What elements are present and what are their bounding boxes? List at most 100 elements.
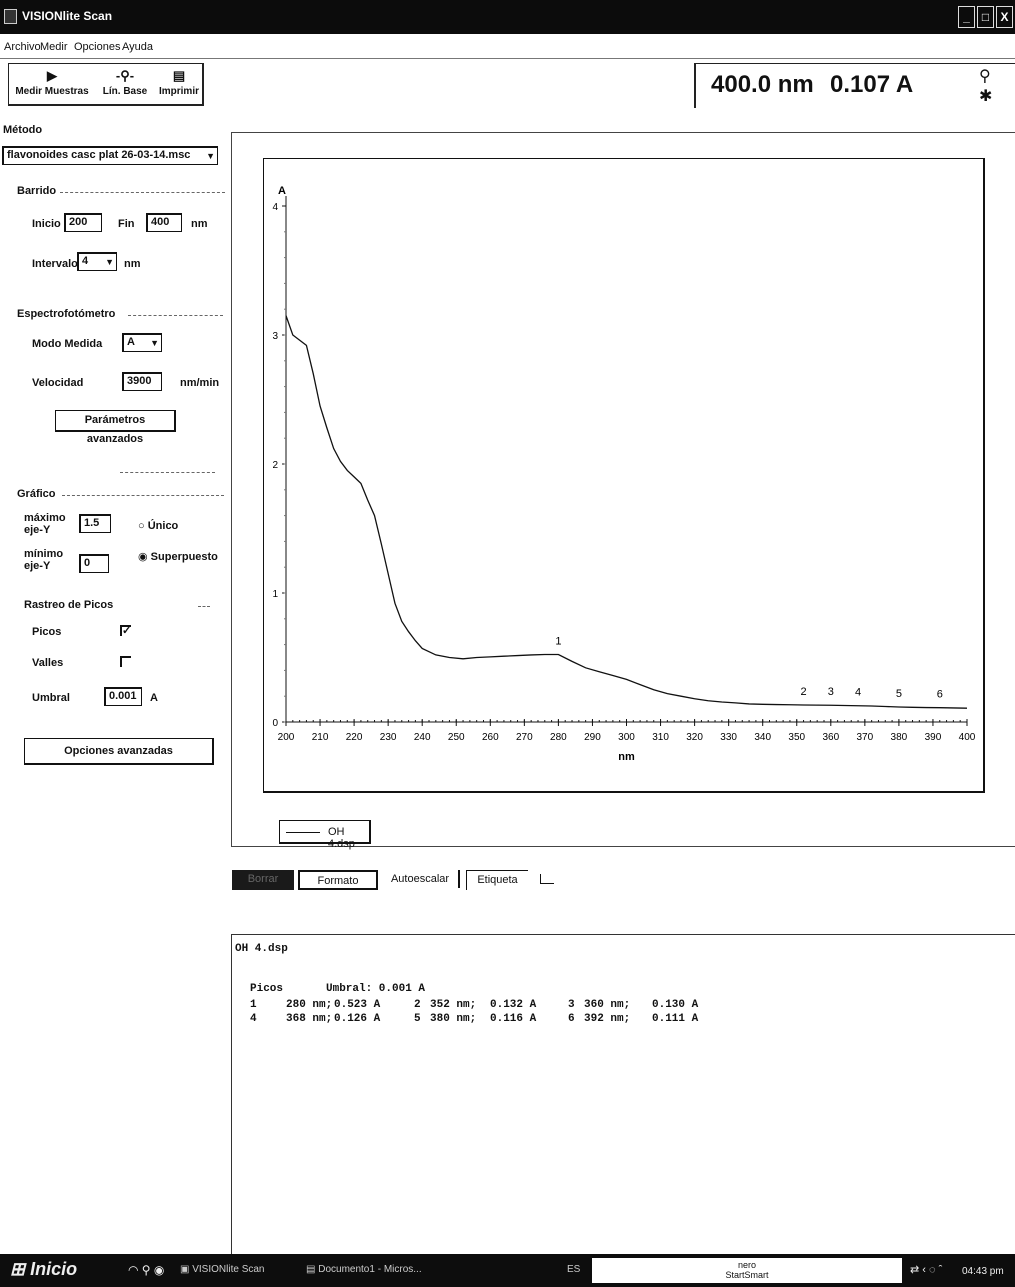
method-select[interactable]: flavonoides casc plat 26-03-14.msc ▼ [2, 146, 218, 165]
menu-ayuda[interactable]: Ayuda [122, 41, 153, 53]
menu-opciones[interactable]: Opciones [74, 41, 121, 53]
peak-table-cell: 360 nm; [584, 999, 631, 1011]
peak-table-cell: 392 nm; [584, 1013, 631, 1025]
task-visionlite-label: VISIONlite Scan [192, 1264, 265, 1275]
format-button[interactable]: Formato [298, 870, 378, 890]
ymax-input[interactable]: 1.5 [79, 514, 111, 533]
clock: 04:43 pm [962, 1266, 1004, 1277]
y-tick-label: 2 [272, 460, 278, 471]
divider [120, 472, 215, 473]
peak-table-cell: 0.126 A [334, 1013, 381, 1025]
lamp-icon: ⚲ ✱ [979, 68, 993, 105]
task-visionlite[interactable]: ▣ VISIONlite Scan [180, 1264, 265, 1275]
menu-archivo[interactable]: Archivo [4, 41, 41, 53]
x-tick-label: 240 [414, 732, 431, 743]
method-label: Método [3, 124, 43, 136]
x-tick-label: 290 [584, 732, 601, 743]
y-tick-label: 3 [272, 331, 278, 342]
play-icon: ▶ [47, 68, 57, 83]
radio-unchecked-icon: ○ [138, 520, 145, 532]
start-label: Inicio [30, 1259, 78, 1279]
peak-table-cell: 2 [414, 999, 421, 1011]
autoscale-button[interactable]: Autoescalar [390, 873, 450, 885]
label-button[interactable]: Etiqueta [466, 870, 528, 890]
peak-label: 3 [828, 686, 834, 698]
spectrum-chart: A nm 0 1 2 3 4 200 210 220 230 240 250 260 270 280 290… [263, 158, 985, 793]
tray-icons[interactable]: ⇄ ‹ ◌ ˆ [910, 1264, 943, 1276]
peak-table-cell: 368 nm; [286, 1013, 333, 1025]
x-tick-label: 330 [720, 732, 737, 743]
peaks-label: Picos [32, 626, 62, 638]
legend-label: OH 4.dsp [328, 826, 355, 850]
x-tick-label: 400 [959, 732, 976, 743]
x-tick-label: 350 [788, 732, 805, 743]
x-tick-label: 390 [925, 732, 942, 743]
clear-button[interactable]: Borrar [232, 870, 294, 890]
ymin-input[interactable]: 0 [79, 554, 109, 573]
ymin-label: mínimo eje-Y [24, 548, 63, 572]
quick-launch-icons[interactable]: ◠ ⚲ ◉ [128, 1263, 165, 1277]
spectrum-chart-svg: A nm 0 1 2 3 4 200 210 220 230 240 250 260 270 280 290… [272, 185, 976, 763]
print-label: Imprimir [158, 86, 199, 97]
x-tick-label: 280 [550, 732, 567, 743]
single-radio[interactable]: ○ Único [138, 520, 178, 532]
interval-select[interactable]: 4 ▼ [77, 252, 117, 271]
title-bar: VISIONlite Scan _ □ X [0, 0, 1015, 34]
x-tick-label: 300 [618, 732, 635, 743]
toolbar: ▶ Medir Muestras -⚲- Lín. Base ▤ Imprimi… [8, 63, 204, 106]
divider [198, 606, 210, 607]
valleys-checkbox[interactable] [120, 656, 131, 667]
x-axis-label: nm [618, 751, 635, 763]
peak-table-cell: 280 nm; [286, 999, 333, 1011]
peaks-checkbox[interactable]: ✓ [120, 625, 132, 637]
advanced-params-button[interactable]: Parámetros avanzados [55, 410, 176, 445]
advanced-options-button[interactable]: Opciones avanzadas [24, 738, 214, 765]
ymax-label: máximo eje-Y [24, 512, 66, 536]
graph-section-label: Gráfico [17, 488, 56, 500]
ymin-label-line2: eje-Y [24, 560, 51, 572]
start-label: Inicio [32, 218, 61, 230]
language-indicator[interactable]: ES [567, 1264, 581, 1275]
threshold-label: Umbral [32, 692, 70, 704]
x-tick-label: 310 [652, 732, 669, 743]
maximize-button[interactable]: □ [977, 6, 994, 28]
baseline-button[interactable]: -⚲- Lín. Base [95, 66, 155, 103]
label-toggle[interactable] [540, 874, 554, 884]
overlay-radio[interactable]: ◉ Superpuesto [138, 550, 218, 563]
method-value: flavonoides casc plat 26-03-14.msc [7, 149, 191, 161]
x-tick-label: 360 [822, 732, 839, 743]
nero-startsmart[interactable]: nero StartSmart [592, 1258, 902, 1283]
threshold-input[interactable]: 0.001 [104, 687, 142, 706]
divider [62, 495, 224, 496]
ymin-label-line1: mínimo [24, 548, 64, 560]
speed-input[interactable]: 3900 [122, 372, 162, 391]
print-icon: ▤ [172, 68, 186, 83]
close-button[interactable]: X [996, 6, 1013, 28]
menu-bar: Archivo Medir Opciones Ayuda [0, 34, 1015, 59]
measurement-readout: 400.0 nm 0.107 A ⚲ ✱ [694, 63, 1015, 108]
measure-samples-button[interactable]: ▶ Medir Muestras [11, 66, 93, 103]
task-word[interactable]: ▤ Documento1 - Micros... [306, 1264, 422, 1275]
peak-table-cell: 0.116 A [490, 1013, 537, 1025]
x-tick-label: 230 [380, 732, 397, 743]
minimize-button[interactable]: _ [958, 6, 975, 28]
interval-unit: nm [124, 258, 141, 270]
peak-table-cell: 352 nm; [430, 999, 477, 1011]
start-button[interactable]: ⊞ Inicio [10, 1259, 78, 1279]
peak-table-cell: 5 [414, 1013, 421, 1025]
end-input[interactable]: 400 [146, 213, 182, 232]
print-button[interactable]: ▤ Imprimir [157, 66, 201, 103]
start-input[interactable]: 200 [64, 213, 102, 232]
peak-table-cell: 0.111 A [652, 1013, 699, 1025]
nero-sublabel: StartSmart [725, 1270, 769, 1280]
menu-medir[interactable]: Medir [40, 41, 68, 53]
mode-select[interactable]: A ▼ [122, 333, 162, 352]
ymax-label-line1: máximo [24, 512, 66, 524]
ymax-label-line2: eje-Y [24, 524, 51, 536]
end-unit: nm [191, 218, 208, 230]
measure-samples-label: Medir Muestras [15, 86, 89, 97]
speed-unit: nm/min [180, 377, 220, 389]
y-axis-label: A [278, 185, 286, 197]
x-tick-label: 320 [686, 732, 703, 743]
end-label: Fin [118, 218, 135, 230]
